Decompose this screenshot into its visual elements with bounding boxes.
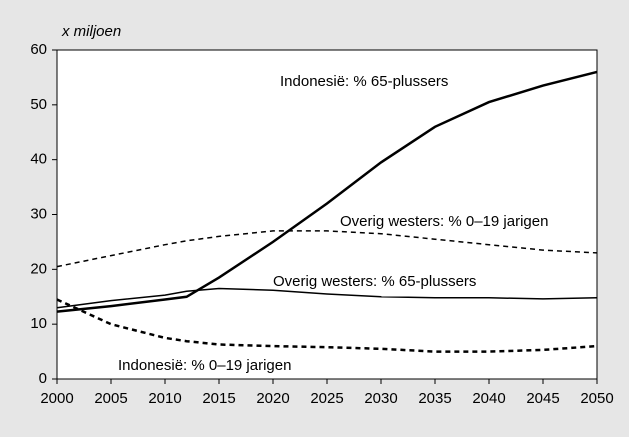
series-line xyxy=(56,287,598,309)
y-tick-label: 20 xyxy=(30,260,47,277)
x-tick-label: 2030 xyxy=(364,390,397,407)
y-tick-label: 10 xyxy=(30,315,47,332)
x-tick-label: 2020 xyxy=(256,390,289,407)
y-tick-label: 40 xyxy=(30,151,47,168)
x-tick-label: 2015 xyxy=(202,390,235,407)
y-tick-label: 60 xyxy=(30,41,47,58)
y-axis-label: x miljoen xyxy=(61,23,121,40)
series-label: Indonesië: % 65-plussers xyxy=(280,73,448,90)
series-label: Overig westers: % 65-plussers xyxy=(273,273,476,290)
x-tick-label: 2035 xyxy=(418,390,451,407)
x-tick-label: 2025 xyxy=(310,390,343,407)
x-tick-label: 2000 xyxy=(40,390,73,407)
x-tick-label: 2005 xyxy=(94,390,127,407)
x-tick-label: 2050 xyxy=(580,390,613,407)
y-tick-label: 50 xyxy=(30,96,47,113)
series-label: Overig westers: % 0–19 jarigen xyxy=(340,213,548,230)
y-tick-label: 30 xyxy=(30,205,47,222)
series-label: Indonesië: % 0–19 jarigen xyxy=(118,357,291,374)
x-tick-label: 2045 xyxy=(526,390,559,407)
x-tick-label: 2010 xyxy=(148,390,181,407)
series-line xyxy=(56,230,598,268)
plot-area xyxy=(56,49,598,380)
x-tick-label: 2040 xyxy=(472,390,505,407)
y-tick-label: 0 xyxy=(39,370,47,387)
series-line xyxy=(56,70,598,313)
